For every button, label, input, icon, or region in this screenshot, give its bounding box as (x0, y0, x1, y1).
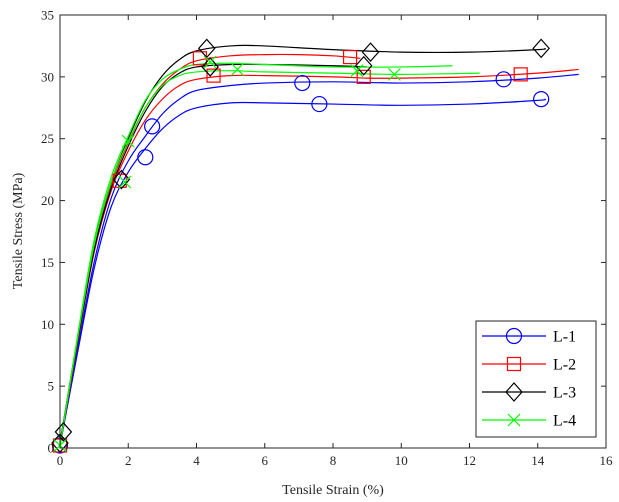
data-point-l-3-5 (201, 57, 219, 77)
data-point-l-2-5 (342, 49, 358, 65)
legend-marker-l-4 (507, 413, 521, 427)
data-point-l-3-3 (112, 169, 131, 190)
x-tick-label: 8 (330, 453, 337, 468)
data-point-l-1-4 (294, 74, 311, 92)
y-tick-label: 30 (41, 69, 54, 84)
data-point-l-1-7 (533, 91, 550, 108)
series-line-l-4-2 (59, 70, 480, 446)
data-point-l-1-6 (495, 71, 512, 88)
x-tick-label: 10 (395, 453, 408, 468)
series-line-l-4-1 (59, 62, 453, 446)
x-tick-label: 2 (125, 453, 132, 468)
series-line-l-1-2 (59, 73, 579, 446)
legend-marker-l-2 (506, 356, 522, 372)
data-point-l-4-7 (388, 67, 401, 81)
data-point-l-4-3 (121, 134, 135, 148)
legend-box (475, 320, 597, 438)
data-point-l-2-6 (356, 69, 371, 84)
legend-label-l-1: L-1 (553, 329, 576, 346)
y-tick-label: 15 (41, 255, 54, 270)
data-point-l-1-2 (137, 149, 154, 166)
data-point-l-3-8 (532, 38, 550, 59)
data-point-l-1-3 (144, 118, 161, 135)
x-tick-label: 6 (262, 453, 269, 468)
legend-label-l-3: L-3 (553, 385, 576, 402)
x-tick-label: 4 (193, 453, 200, 468)
x-tick-label: 16 (600, 453, 614, 468)
y-axis-label: Tensile Stress (MPa) (11, 172, 26, 289)
y-tick-label: 35 (41, 8, 54, 23)
x-axis-label: Tensile Strain (%) (282, 483, 384, 498)
data-point-l-4-5 (231, 63, 244, 76)
data-point-l-4-2 (118, 175, 132, 189)
y-tick-label: 0 (48, 441, 55, 456)
markers-layer (51, 38, 550, 454)
legend-marker-l-3 (505, 382, 523, 402)
curves-layer (59, 44, 579, 446)
legend: L-1 L-2 L-3 L-4 (475, 320, 597, 438)
data-point-l-2-7 (513, 67, 528, 82)
y-tick-label: 10 (41, 317, 54, 332)
data-point-l-3-7 (361, 42, 380, 63)
y-tick-label: 20 (41, 193, 54, 208)
legend-marker-l-1 (505, 327, 523, 345)
y-tick-label: 5 (48, 379, 55, 394)
data-point-l-4-6 (350, 64, 364, 78)
data-point-l-3-6 (354, 55, 373, 76)
x-tick-label: 12 (463, 453, 476, 468)
x-tick-label: 0 (57, 453, 64, 468)
x-tick-label: 14 (531, 453, 545, 468)
legend-label-l-2: L-2 (553, 357, 576, 374)
ticks-layer: 0 2 4 6 8 10 12 14 16 0 5 10 15 20 25 30 35 (41, 8, 613, 469)
legend-label-l-4: L-4 (553, 413, 576, 430)
y-tick-label: 25 (41, 131, 54, 146)
data-point-l-1-5 (311, 95, 328, 113)
data-point-l-3-4 (197, 38, 216, 59)
data-point-l-4-4 (203, 55, 217, 69)
data-point-l-3-2 (54, 422, 73, 442)
series-line-l-1-1 (59, 98, 547, 446)
data-point-l-2-4 (206, 68, 221, 83)
